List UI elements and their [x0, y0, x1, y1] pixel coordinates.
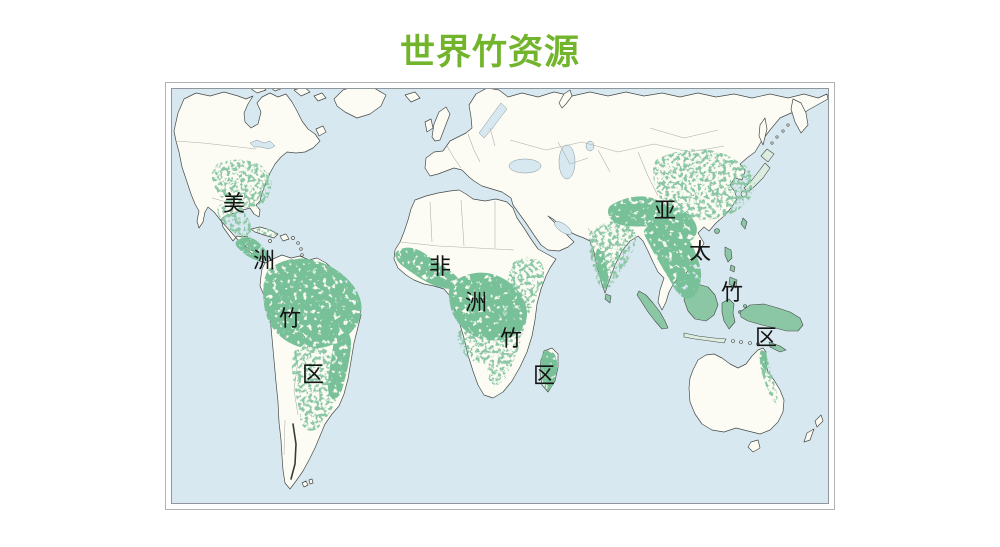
americas-label-char-4: 区 — [302, 362, 324, 387]
island-great-britain — [431, 106, 451, 142]
islands-new-zealand — [803, 414, 824, 443]
island-sri-lanka — [604, 293, 612, 304]
black-sea — [508, 158, 542, 174]
americas-label-char-2: 洲 — [253, 248, 275, 273]
africa-label-char-2: 洲 — [465, 290, 487, 315]
bamboo-area-mexico — [217, 202, 252, 238]
island-java — [683, 332, 727, 344]
island-iceland — [404, 91, 421, 103]
persian-gulf — [554, 221, 572, 235]
page-title: 世界竹资源 — [399, 33, 580, 72]
asia-pacific-label-char-4: 区 — [755, 325, 777, 350]
island-ireland — [424, 118, 434, 133]
asia-pacific-label-char-3: 竹 — [721, 280, 743, 305]
andes-ridge — [290, 423, 297, 480]
aral-sea — [585, 140, 595, 152]
bamboo-sparse-regions — [211, 149, 778, 431]
africa-label-char-3: 竹 — [500, 326, 522, 351]
bamboo-area-yunnan-guangxi — [651, 206, 697, 244]
africa-label-char-1: 非 — [429, 254, 451, 279]
island-sumatra — [636, 290, 669, 330]
americas-label-char-1: 美 — [223, 191, 245, 216]
bamboo-area-madagascar — [541, 350, 558, 391]
africa-label-char-4: 区 — [533, 363, 555, 388]
bamboo-area-se-united-states — [211, 159, 272, 211]
falkland-islands — [301, 478, 314, 488]
arctic-islands — [250, 89, 327, 102]
region-labels: 美 洲 竹 区 非 洲 竹 区 亚 太 竹 区 — [223, 191, 777, 388]
bamboo-area-central-america — [235, 237, 268, 262]
island-timor — [768, 341, 787, 353]
islands-philippines — [724, 246, 738, 289]
world-bamboo-map: 美 洲 竹 区 非 洲 竹 区 亚 太 竹 区 — [172, 89, 828, 503]
island-taiwan — [740, 217, 748, 230]
map-frame: 美 洲 竹 区 非 洲 竹 区 亚 太 竹 区 — [165, 82, 835, 510]
caspian-sea — [558, 144, 576, 180]
bamboo-area-southern-brazil — [291, 346, 340, 431]
great-lakes — [249, 139, 276, 150]
asia-pacific-label-char-2: 太 — [689, 239, 711, 264]
island-newfoundland — [315, 125, 327, 137]
asia-pacific-label-char-1: 亚 — [654, 198, 676, 223]
bamboo-area-congo-basin — [448, 272, 527, 341]
continent-australia — [688, 347, 785, 435]
island-sulawesi — [721, 298, 736, 330]
island-sakhalin — [758, 117, 768, 146]
bamboo-area-south-china — [652, 149, 755, 220]
kuril-islands — [770, 123, 790, 145]
map-inner-border: 美 洲 竹 区 非 洲 竹 区 亚 太 竹 区 — [171, 88, 829, 504]
island-hispaniola — [279, 233, 290, 242]
baltic-sea — [478, 102, 508, 139]
bamboo-area-amazon — [263, 258, 362, 349]
americas-label-char-3: 竹 — [279, 306, 301, 331]
bamboo-area-west-africa — [395, 247, 460, 289]
island-new-guinea — [739, 303, 804, 332]
bamboo-area-cape-york — [759, 350, 768, 372]
bamboo-dense-regions — [235, 196, 768, 399]
bamboo-area-brazil-atlantic-coast — [327, 329, 352, 399]
island-greenland — [333, 89, 387, 119]
peninsula-kamchatka — [790, 98, 809, 134]
island-tasmania — [747, 439, 761, 453]
island-hainan — [714, 228, 720, 234]
bamboo-area-caribbean — [252, 228, 278, 237]
island-novaya-zemlya — [558, 89, 573, 109]
island-hokkaido — [760, 148, 775, 163]
lesser-antilles — [268, 236, 304, 257]
bamboo-area-western-ghats — [595, 248, 609, 290]
